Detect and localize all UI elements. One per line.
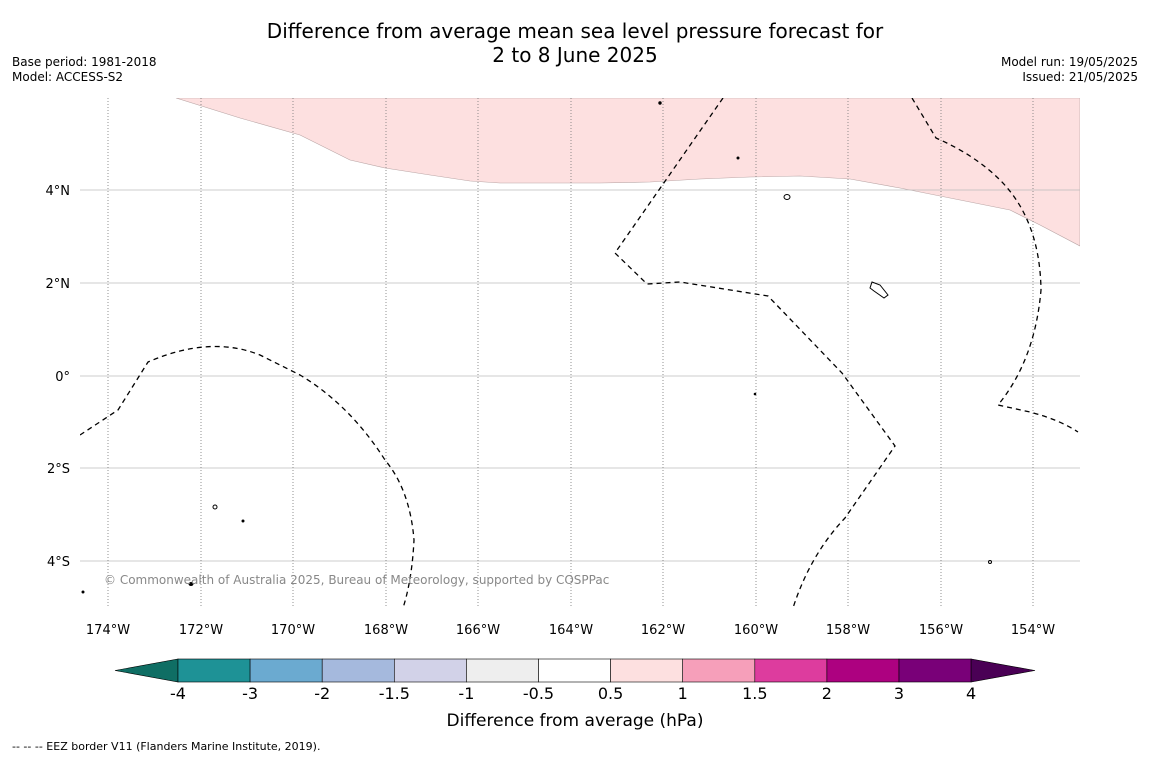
lat-tick-label: 0° xyxy=(55,370,70,385)
lon-tick-label: 160°W xyxy=(734,623,778,638)
lat-tick-label: 2°S xyxy=(47,462,70,477)
colorbar-tick-label: 3 xyxy=(894,684,904,703)
colorbar-segment xyxy=(682,658,756,683)
islands xyxy=(81,101,992,594)
island xyxy=(783,194,791,200)
lon-tick-label: 154°W xyxy=(1011,623,1055,638)
colorbar-tick-label: 2 xyxy=(822,684,832,703)
colorbar-tick-label: -1 xyxy=(458,684,474,703)
island xyxy=(753,392,757,396)
colorbar-tick-labels: -4 -3 -2 -1.5 -1 -0.5 0.5 1 1.5 2 3 4 xyxy=(170,684,976,703)
chart-title-line2: 2 to 8 June 2025 xyxy=(492,43,658,67)
lon-tick-label: 158°W xyxy=(826,623,870,638)
colorbar-tick-label: -4 xyxy=(170,684,186,703)
lon-tick-label: 162°W xyxy=(641,623,685,638)
colorbar-segment xyxy=(898,658,972,683)
colorbar-tick-label: -0.5 xyxy=(523,684,554,703)
lon-tick-label: 170°W xyxy=(271,623,315,638)
meta-right: Model run: 19/05/2025 Issued: 21/05/2025 xyxy=(1001,55,1138,85)
island xyxy=(736,156,740,160)
island xyxy=(988,560,992,564)
lon-tick-label: 156°W xyxy=(919,623,963,638)
colorbar-tick-label: -1.5 xyxy=(379,684,410,703)
colorbar xyxy=(114,658,1036,683)
island xyxy=(869,281,889,299)
colorbar-segment xyxy=(393,658,467,683)
lat-gridlines xyxy=(80,189,1080,562)
lon-tick-label: 164°W xyxy=(549,623,593,638)
colorbar-tick-label: 0.5 xyxy=(598,684,623,703)
colorbar-tick-label: -2 xyxy=(314,684,330,703)
base-period-text: Base period: 1981-2018 xyxy=(12,55,157,69)
lon-gridlines xyxy=(107,98,1034,608)
model-text: Model: ACCESS-S2 xyxy=(12,70,124,84)
colorbar-tick-label: 1 xyxy=(678,684,688,703)
colorbar-segment xyxy=(249,658,323,683)
map-frame: © Commonwealth of Australia 2025, Bureau… xyxy=(80,98,1080,608)
colorbar-segment xyxy=(538,658,611,683)
colorbar-label: Difference from average (hPa) xyxy=(447,711,704,731)
positive-anomaly-region xyxy=(175,98,1080,247)
island xyxy=(188,582,194,586)
colorbar-extension-high xyxy=(970,658,1036,683)
colorbar-segment xyxy=(177,658,251,683)
lon-tick-label: 168°W xyxy=(364,623,408,638)
colorbar-tick-label: -3 xyxy=(242,684,258,703)
colorbar-segment xyxy=(826,658,900,683)
lat-tick-labels: 4°N 2°N 0° 2°S 4°S xyxy=(46,184,71,570)
colorbar-tick-label: 1.5 xyxy=(742,684,767,703)
eez-borders xyxy=(80,98,1079,608)
island xyxy=(658,101,662,105)
island xyxy=(212,504,218,510)
lon-tick-label: 172°W xyxy=(179,623,223,638)
lat-tick-label: 4°N xyxy=(46,184,71,199)
issued-text: Issued: 21/05/2025 xyxy=(1022,70,1138,84)
lon-tick-label: 166°W xyxy=(456,623,500,638)
colorbar-extension-low xyxy=(114,658,179,683)
colorbar-segment xyxy=(754,658,828,683)
lon-tick-labels: 174°W 172°W 170°W 168°W 166°W 164°W 162°… xyxy=(86,623,1055,638)
lat-tick-label: 4°S xyxy=(47,555,70,570)
colorbar-tick-label: 4 xyxy=(966,684,976,703)
colorbar-segment xyxy=(321,658,395,683)
eez-legend-note: -- -- -- EEZ border V11 (Flanders Marine… xyxy=(12,740,321,753)
colorbar-segment xyxy=(466,658,539,683)
chart-title-line1: Difference from average mean sea level p… xyxy=(266,19,884,43)
island xyxy=(81,590,85,594)
island xyxy=(241,519,245,523)
lat-tick-label: 2°N xyxy=(46,277,71,292)
meta-left: Base period: 1981-2018 Model: ACCESS-S2 xyxy=(12,55,157,85)
copyright-text: © Commonwealth of Australia 2025, Bureau… xyxy=(104,573,609,587)
colorbar-segment xyxy=(610,658,683,683)
model-run-text: Model run: 19/05/2025 xyxy=(1000,55,1138,69)
lon-tick-label: 174°W xyxy=(86,623,130,638)
